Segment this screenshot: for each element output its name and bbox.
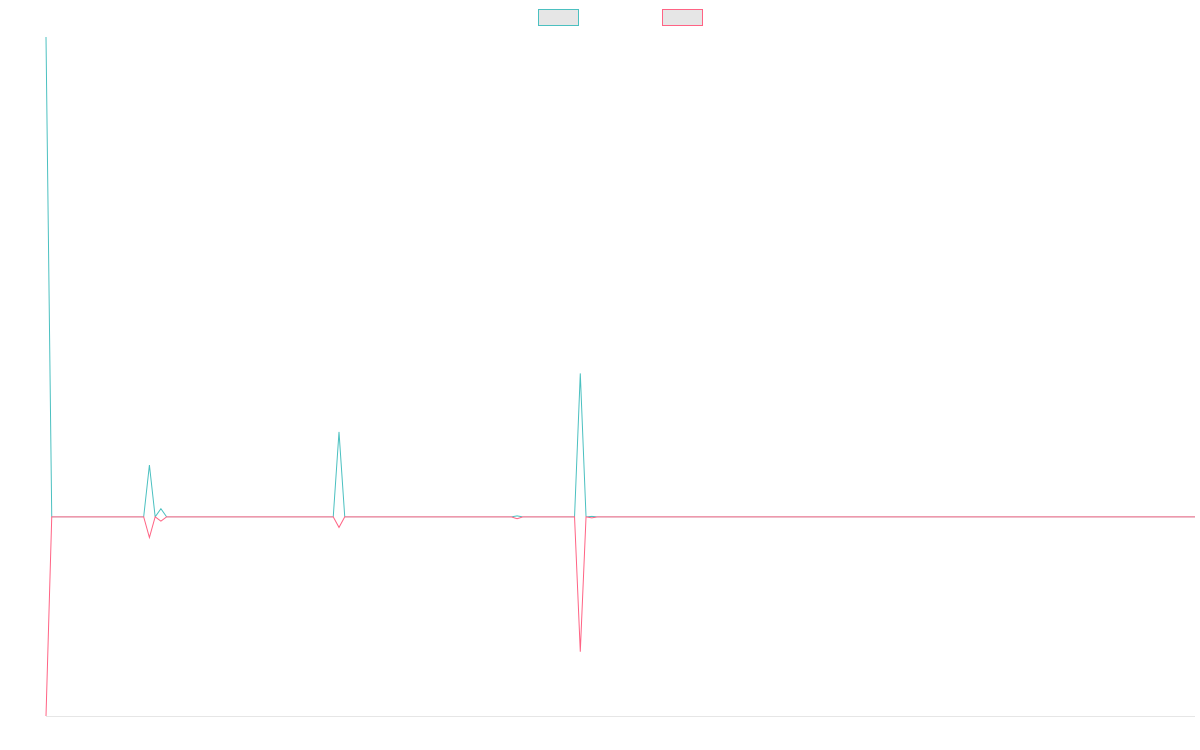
legend-swatch-1[interactable] (538, 9, 579, 26)
legend (538, 9, 703, 26)
series-line-1 (45, 36, 1195, 519)
plot-area (45, 36, 1195, 717)
legend-item-2[interactable] (662, 9, 703, 26)
legend-swatch-2[interactable] (662, 9, 703, 26)
legend-item-1[interactable] (538, 9, 579, 26)
series-line-2 (45, 516, 1195, 717)
